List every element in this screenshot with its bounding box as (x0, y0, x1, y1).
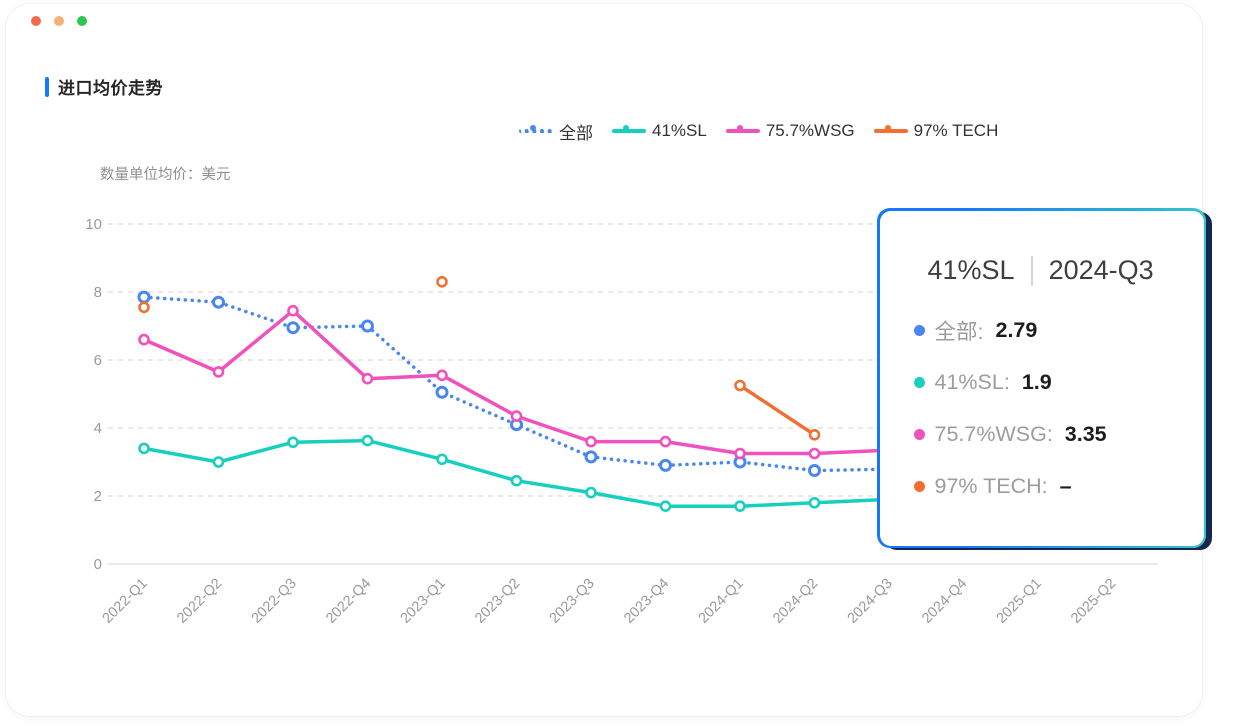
data-point-marker[interactable] (510, 474, 523, 487)
y-axis-tick-label: 10 (85, 216, 102, 233)
window-close-dot[interactable] (31, 16, 41, 26)
series-color-dot (913, 376, 925, 388)
x-axis-tick-label: 2024-Q3 (845, 576, 896, 627)
x-axis-tick-label: 2022-Q1 (100, 576, 151, 627)
data-point-marker[interactable] (734, 379, 746, 392)
data-point-marker[interactable] (584, 450, 598, 464)
tooltip-row: 全部: 2.79 (913, 313, 1186, 348)
y-axis-tick-label: 4 (94, 420, 102, 437)
x-axis-tick-label: 2024-Q2 (770, 576, 821, 627)
data-point-marker[interactable] (585, 486, 597, 499)
data-point-marker[interactable] (212, 456, 225, 468)
tooltip-row-value: 1.9 (1021, 369, 1052, 394)
data-point-marker[interactable] (137, 290, 151, 304)
x-axis-tick-label: 2022-Q4 (323, 576, 374, 627)
x-axis-tick-label: 2024-Q4 (919, 576, 970, 627)
data-point-marker[interactable] (808, 464, 821, 477)
tooltip-title-divider (1030, 255, 1033, 286)
legend-item-97% TECH[interactable]: 97% TECH (873, 121, 999, 141)
x-axis-tick-label: 2022-Q2 (174, 576, 225, 627)
tooltip-row-label: 41%SL: (934, 369, 1010, 394)
x-axis-tick-label: 2023-Q4 (621, 576, 672, 627)
tooltip-row: 75.7%WSG: 3.35 (913, 417, 1186, 452)
data-point-marker[interactable] (212, 295, 225, 309)
chart-tooltip: 41%SL 2024-Q3 全部: 2.79 41%SL: 1.9 75.7%W… (877, 208, 1206, 548)
chart-tooltip-body: 41%SL 2024-Q3 全部: 2.79 41%SL: 1.9 75.7%W… (879, 210, 1204, 546)
legend-marker-icon (612, 124, 646, 138)
data-point-marker[interactable] (286, 321, 300, 335)
data-point-marker[interactable] (138, 333, 150, 346)
x-axis-tick-label: 2022-Q3 (249, 576, 300, 627)
data-point-marker[interactable] (212, 366, 225, 378)
data-point-marker[interactable] (436, 453, 448, 466)
data-point-marker[interactable] (585, 435, 597, 448)
data-point-marker[interactable] (287, 304, 299, 317)
series-color-dot (913, 324, 925, 336)
legend-item-41%SL[interactable]: 41%SL (612, 121, 707, 141)
legend-marker-icon (725, 124, 760, 138)
series-color-dot (913, 480, 925, 492)
x-axis-tick-label: 2025-Q2 (1068, 576, 1119, 627)
x-axis-tick-label: 2024-Q1 (696, 576, 747, 627)
x-axis-tick-label: 2025-Q1 (994, 576, 1045, 627)
tooltip-category: 2024-Q3 (1048, 255, 1154, 285)
legend-label: 97% TECH (913, 121, 999, 140)
tooltip-row-value: 3.35 (1064, 421, 1107, 446)
tooltip-row-value: 2.79 (995, 317, 1038, 342)
data-point-marker[interactable] (659, 458, 672, 472)
tooltip-row-label: 全部: (934, 319, 984, 344)
tooltip-row-value: – (1059, 473, 1072, 498)
data-point-marker[interactable] (138, 301, 150, 314)
y-axis-tick-label: 8 (94, 284, 102, 301)
y-axis-tick-label: 0 (94, 556, 102, 573)
tooltip-row-label: 75.7%WSG: (934, 421, 1053, 446)
y-axis-unit-label: 数量单位均价：美元 (100, 167, 231, 183)
tooltip-row: 97% TECH: – (913, 469, 1186, 504)
title-accent-bar (45, 76, 49, 97)
data-point-marker[interactable] (361, 372, 374, 385)
x-axis-tick-label: 2023-Q3 (547, 576, 598, 627)
data-point-marker[interactable] (287, 436, 299, 449)
tooltip-series-name: 41%SL (927, 255, 1015, 285)
tooltip-row-label: 97% TECH: (934, 473, 1048, 498)
data-point-marker[interactable] (734, 447, 746, 460)
chart-header: 进口均价走势 (45, 74, 163, 99)
data-point-marker[interactable] (808, 447, 821, 460)
legend-item-全部[interactable]: 全部 (519, 119, 593, 144)
data-point-marker[interactable] (659, 500, 672, 513)
data-point-marker[interactable] (808, 496, 821, 509)
tooltip-row: 41%SL: 1.9 (913, 365, 1186, 400)
window-minimize-dot[interactable] (54, 16, 64, 26)
y-axis-tick-label: 2 (94, 488, 102, 505)
data-point-marker[interactable] (436, 369, 448, 382)
series-color-dot (913, 428, 925, 440)
data-point-marker[interactable] (361, 319, 374, 333)
window-maximize-dot[interactable] (77, 16, 87, 26)
legend-label: 41%SL (652, 121, 707, 140)
tooltip-title: 41%SL 2024-Q3 (928, 253, 1186, 289)
data-point-marker[interactable] (510, 410, 523, 422)
data-point-marker[interactable] (138, 442, 150, 455)
x-axis-tick-label: 2023-Q1 (398, 576, 449, 627)
tooltip-rows: 全部: 2.79 41%SL: 1.9 75.7%WSG: 3.35 97% T… (913, 313, 1186, 504)
data-point-marker[interactable] (659, 435, 672, 448)
legend-item-75.7%WSG[interactable]: 75.7%WSG (725, 121, 855, 141)
legend-label: 75.7%WSG (765, 121, 855, 140)
x-axis-tick-label: 2023-Q2 (472, 576, 523, 627)
legend-marker-icon (519, 124, 553, 138)
y-axis-tick-label: 6 (94, 352, 102, 369)
data-point-marker[interactable] (435, 385, 449, 399)
data-point-marker[interactable] (734, 500, 746, 513)
data-point-marker[interactable] (361, 434, 374, 447)
data-point-marker[interactable] (808, 428, 821, 441)
chart-legend: 全部 41%SL 75.7%WSG 97% TECH (519, 117, 998, 145)
data-point-marker[interactable] (436, 275, 448, 288)
legend-marker-icon (873, 124, 908, 138)
legend-label: 全部 (559, 123, 593, 143)
page-title: 进口均价走势 (58, 79, 163, 98)
